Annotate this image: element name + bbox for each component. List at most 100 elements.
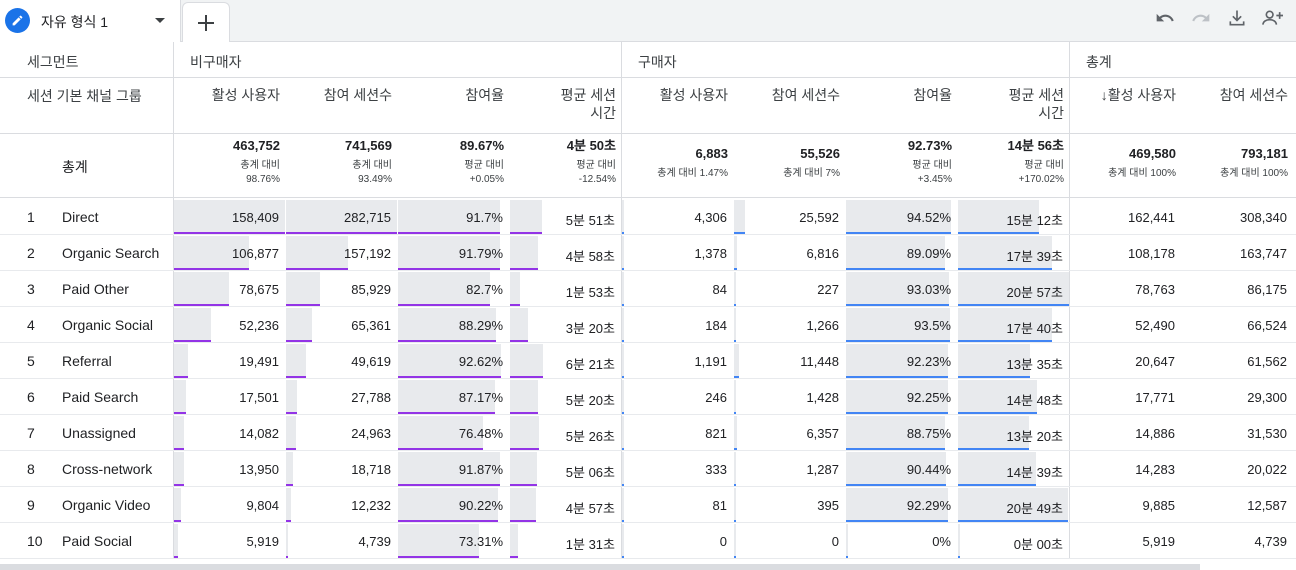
redo-icon[interactable] [1188,6,1214,30]
cell-value: 27,788 [351,390,391,405]
column-header-b-engaged-sessions[interactable]: 참여 세션수 [771,87,840,103]
value-bar [734,236,737,269]
column-header-t-active-users[interactable]: ↓활성 사용자 [1100,87,1176,103]
value-bar [174,272,229,305]
cell-value: 88.29% [458,318,503,333]
table-row[interactable]: 8 Cross-network 13,950 18,718 91.87% 5분 06초 33… [0,451,1296,487]
value-bar [286,236,348,269]
value-bar-underline [174,412,186,414]
column-header-b-avg-session-time[interactable]: 평균 세션 시간 [1008,87,1064,121]
value-bar-underline [846,412,948,414]
value-bar-underline [510,268,538,270]
cell-value: 88.75% [906,426,951,441]
undo-icon[interactable] [1152,6,1178,30]
cell-value: 821 [705,426,727,441]
column-header-b-engagement-rate[interactable]: 참여율 [913,87,952,103]
table-row[interactable]: 7 Unassigned 14,082 24,963 76.48% 5분 26초 821 6,… [0,415,1296,451]
cell-value: 73.31% [458,534,503,549]
tab-freeform-1[interactable]: 자유 형식 1 [0,0,181,42]
download-icon[interactable] [1224,6,1250,30]
value-bar [510,308,528,341]
value-bar-underline [286,556,288,558]
add-tab-button[interactable] [182,2,230,42]
table-row[interactable]: 6 Paid Search 17,501 27,788 87.17% 5분 20초 246 1… [0,379,1296,415]
value-bar [734,380,736,413]
value-bar [286,380,297,413]
share-user-icon[interactable] [1260,6,1286,30]
cell-nb-active-users: 5,919 [174,523,285,559]
value-bar [622,308,624,341]
value-bar [510,416,539,449]
table-row[interactable]: 5 Referral 19,491 49,619 92.62% 6분 21초 1,191 11… [0,343,1296,379]
cell-value: 17분 40초 [1006,321,1063,336]
value-bar [734,452,736,485]
cell-value: 90.22% [458,498,503,513]
cell-value: 93.5% [914,318,951,333]
table-row[interactable]: 3 Paid Other 78,675 85,929 82.7% 1분 53초 84 227 9… [0,271,1296,307]
cell-b-engaged-sessions: 6,357 [734,415,845,451]
channel-name: Unassigned [62,425,136,441]
value-bar [958,488,1068,521]
cell-value: 1,428 [806,390,839,405]
table-row[interactable]: 9 Organic Video 9,804 12,232 90.22% 4분 57초 81 3… [0,487,1296,523]
cell-value: 1,287 [806,462,839,477]
value-bar [510,236,538,269]
value-bar [958,380,1037,413]
value-bar [398,272,490,305]
cell-value: 4분 57초 [565,501,615,516]
cell-value: 65,361 [351,318,391,333]
value-bar [734,308,736,341]
column-header-b-active-users[interactable]: 활성 사용자 [659,87,728,103]
total-comparison-label: 평균 대비 [464,160,504,171]
cell-nb-active-users: 78,675 [174,271,285,307]
table-row[interactable]: 1 Direct 158,409 282,715 91.7% 5분 51초 4,306 25,… [0,199,1296,235]
cell-value: 6,816 [806,246,839,261]
value-bar-underline [286,232,397,234]
cell-b-avg-session-time: 0분 00초 [958,523,1069,559]
cell-b-engagement-rate: 93.5% [846,307,957,343]
cell-value: 3분 20초 [565,321,615,336]
cell-b-active-users: 0 [622,523,733,559]
value-bar [846,416,945,449]
cell-b-engaged-sessions: 0 [734,523,845,559]
cell-nb-engaged-sessions: 4,739 [286,523,397,559]
cell-t-active-users: 14,886 [1135,426,1175,441]
chevron-down-icon[interactable] [155,18,165,23]
value-bar [846,236,945,269]
total-comparison-label: 총계 대비 1.47% [657,168,728,179]
cell-nb-avg-session-time: 5분 51초 [510,199,621,235]
channel-group-header[interactable]: 세션 기본 채널 그룹 [27,88,142,104]
column-header-t-engaged-sessions[interactable]: 참여 세션수 [1219,87,1288,103]
cell-value: 395 [817,498,839,513]
value-bar [846,272,949,305]
value-bar [174,524,178,557]
cell-value: 90.44% [906,462,951,477]
table-row[interactable]: 4 Organic Social 52,236 65,361 88.29% 3분 20초 1… [0,307,1296,343]
cell-value: 82.7% [466,282,503,297]
column-header-nb-engagement-rate[interactable]: 참여율 [465,87,504,103]
value-bar [734,200,745,233]
column-header-nb-engaged-sessions[interactable]: 참여 세션수 [323,87,392,103]
column-header-nb-active-users[interactable]: 활성 사용자 [211,87,280,103]
value-bar-underline [398,340,496,342]
cell-b-avg-session-time: 13분 35초 [958,343,1069,379]
total-value: 92.73% [907,138,952,153]
horizontal-scrollbar[interactable] [0,564,1200,570]
cell-value: 20분 57초 [1006,285,1063,300]
pencil-icon[interactable] [5,8,30,33]
cell-value: 84 [712,282,727,297]
value-bar [846,452,946,485]
cell-t-active-users: 108,178 [1128,246,1175,261]
table-row[interactable]: 10 Paid Social 5,919 4,739 73.31% 1분 31초 0 0 0% 0… [0,523,1296,559]
value-bar-underline [734,268,737,270]
total-comparison-value: -12.54% [578,174,616,185]
value-bar-underline [174,520,181,522]
row-number: 2 [27,245,35,261]
value-bar [398,524,479,557]
cell-t-active-users: 20,647 [1135,354,1175,369]
value-bar [622,380,624,413]
column-header-nb-avg-session-time[interactable]: 평균 세션 시간 [560,87,616,121]
table-row[interactable]: 2 Organic Search 106,877 157,192 91.79% 4분 58… [0,235,1296,271]
cell-value: 157,192 [344,246,391,261]
value-bar [398,308,496,341]
